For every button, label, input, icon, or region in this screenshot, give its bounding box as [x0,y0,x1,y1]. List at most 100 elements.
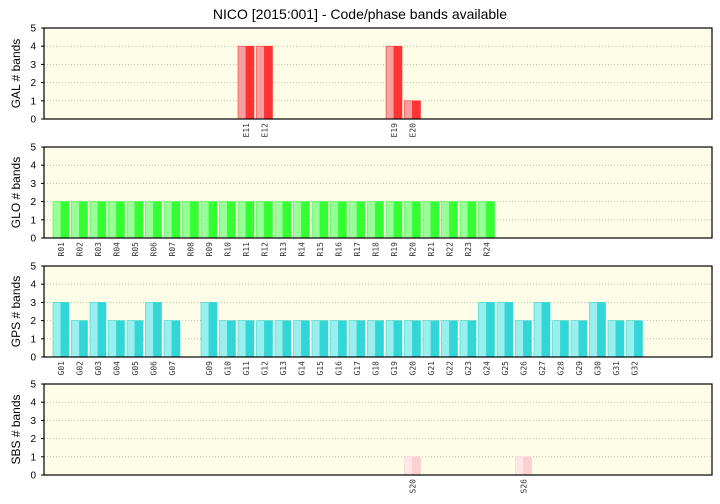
bar-left-half [145,302,154,358]
sbs-ytick-label: 5 [30,380,36,391]
bar-left-half [274,320,284,358]
bar-right-half [116,201,125,239]
gps-xtick-label: G23 [464,361,473,376]
glo-xtick-label: R06 [150,242,159,257]
glo-ylabel: GLO # bands [9,157,23,228]
glo-bar-R21 [422,201,440,239]
gps-xtick-label: G09 [205,361,214,376]
bar-right-half [319,320,329,358]
glo-bar-R04 [108,201,125,239]
bar-left-half [71,320,80,358]
glo-bar-R08 [182,201,199,239]
bar-left-half [256,45,265,120]
bar-right-half [523,456,532,476]
bar-right-half [393,320,403,358]
bar-left-half [459,201,469,239]
bar-left-half [422,320,432,358]
glo-ytick-label: 3 [30,179,36,190]
glo-ytick-label: 5 [30,143,36,154]
gal-ytick-label: 2 [30,78,36,89]
gal-ytick-label: 5 [30,24,36,35]
gps-bar-G31 [607,320,625,358]
bar-right-half [560,320,569,358]
bar-left-half [200,201,210,239]
bar-left-half [626,320,635,358]
gps-xtick-label: G02 [76,361,85,376]
bar-right-half [264,45,273,120]
gps-xtick-label: G29 [575,361,584,376]
glo-plot-frame [43,146,713,239]
bar-left-half [367,320,376,358]
gal-ytick-label: 4 [30,42,36,53]
gal-plot-frame [43,27,713,120]
bar-left-half [348,201,358,239]
bar-right-half [356,201,366,239]
bar-right-half [134,201,144,239]
gps-xtick-label: G27 [538,361,547,376]
bar-right-half [245,320,255,358]
gps-xtick-label: G13 [279,361,288,376]
bar-right-half [245,45,255,120]
bar-left-half [311,320,321,358]
bar-right-half [375,201,384,239]
gal-ytick-label: 3 [30,60,36,71]
bar-right-half [282,320,292,358]
gps-xtick-label: G30 [594,361,603,376]
bar-left-half [478,201,487,239]
bar-left-half [219,201,228,239]
chart-panels: 0 1 2 3 4 5 E11 E12 E19 E20 GAL # bands 0 1 2 3 4 5 R01 R0… [9,24,713,493]
sbs-ytick-label: 1 [30,452,36,463]
gps-bar-G19 [385,320,403,358]
gps-xtick-label: G16 [335,361,344,376]
glo-xtick-label: R15 [316,242,325,257]
gps-xtick-label: G03 [94,361,103,376]
bar-right-half [412,201,421,239]
glo-xtick-label: R09 [205,242,214,257]
bar-left-half [459,320,469,358]
bar-left-half [385,45,395,120]
bar-right-half [171,201,181,239]
gps-ytick-label: 2 [30,316,36,327]
bar-right-half [79,320,88,358]
gps-bar-G25 [496,302,514,358]
glo-xtick-label: R18 [372,242,381,257]
gps-ylabel: GPS # bands [9,276,23,347]
glo-bar-R18 [367,201,384,239]
bar-right-half [412,456,421,476]
bar-right-half [356,320,366,358]
gps-bar-G04 [108,320,125,358]
bar-left-half [200,302,210,358]
sbs-ytick-label: 0 [30,471,36,482]
gps-xtick-label: G19 [390,361,399,376]
bar-left-half [237,201,247,239]
gps-panel: 0 1 2 3 4 5 G01 G02 G03 G04 G05 G06 G07 G09 G10 G11 G12 G… [9,262,713,376]
glo-bar-R01 [52,201,70,239]
gps-xtick-label: G22 [446,361,455,376]
bar-right-half [504,302,514,358]
bar-left-half [607,320,617,358]
bar-left-half [330,201,339,239]
gal-bar-E20 [404,100,421,120]
gal-ylabel: GAL # bands [9,39,23,109]
glo-ytick-label: 1 [30,215,36,226]
gps-bar-G01 [52,302,70,358]
glo-xtick-label: R17 [353,242,362,257]
sbs-panel: 0 1 2 3 4 5 S20 S26 SBS # bands [9,380,713,493]
gps-xtick-label: G24 [483,361,492,376]
bar-left-half [422,201,432,239]
glo-ytick-label: 4 [30,161,36,172]
glo-xtick-label: R07 [168,242,177,257]
glo-bar-R24 [478,201,495,239]
bar-right-half [97,201,107,239]
gal-xtick-label: E12 [261,123,270,138]
gps-bar-G02 [71,320,88,358]
gps-bar-G05 [126,320,144,358]
bar-right-half [134,320,144,358]
bar-left-half [126,320,136,358]
bar-left-half [385,320,395,358]
bar-right-half [449,201,458,239]
gps-xtick-label: G14 [298,361,307,376]
glo-xtick-label: R23 [464,242,473,257]
glo-xtick-label: R24 [483,242,492,257]
bar-right-half [375,320,384,358]
